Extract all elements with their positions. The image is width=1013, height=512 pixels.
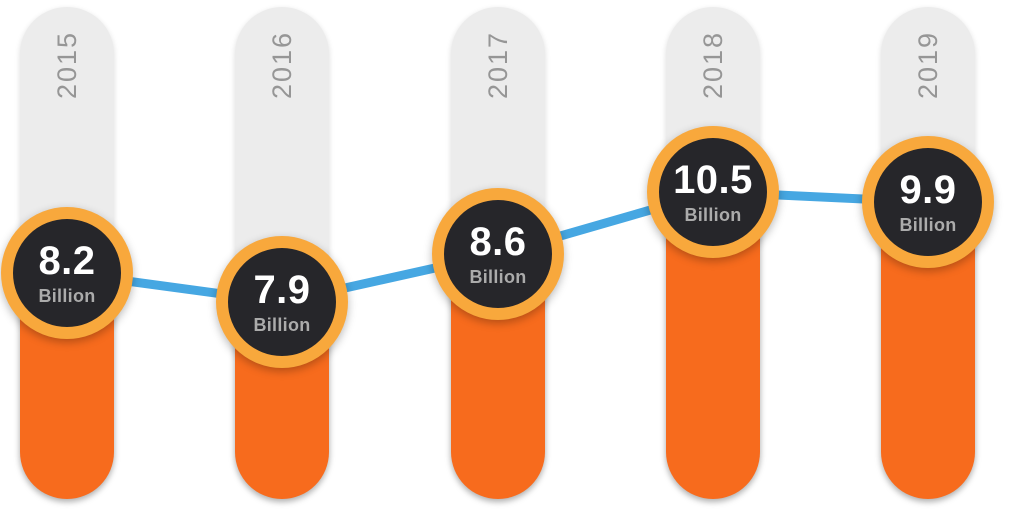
- value-number-2019: 9.9: [899, 168, 957, 212]
- value-unit-2019: Billion: [899, 215, 957, 235]
- value-number-2016: 7.9: [253, 268, 311, 312]
- value-unit-2017: Billion: [469, 267, 527, 287]
- value-bubble-2017: 8.6 Billion: [432, 188, 564, 320]
- value-number-2018: 10.5: [673, 158, 753, 202]
- value-unit-2016: Billion: [253, 315, 311, 335]
- value-bubble-2019: 9.9 Billion: [862, 136, 994, 268]
- value-bubble-2016: 7.9 Billion: [216, 236, 348, 368]
- value-number-2015: 8.2: [38, 239, 96, 283]
- value-bubble-2015: 8.2 Billion: [1, 207, 133, 339]
- value-bubble-2018: 10.5 Billion: [647, 126, 779, 258]
- value-unit-2018: Billion: [684, 205, 742, 225]
- value-unit-2015: Billion: [38, 286, 96, 306]
- value-number-2017: 8.6: [469, 220, 527, 264]
